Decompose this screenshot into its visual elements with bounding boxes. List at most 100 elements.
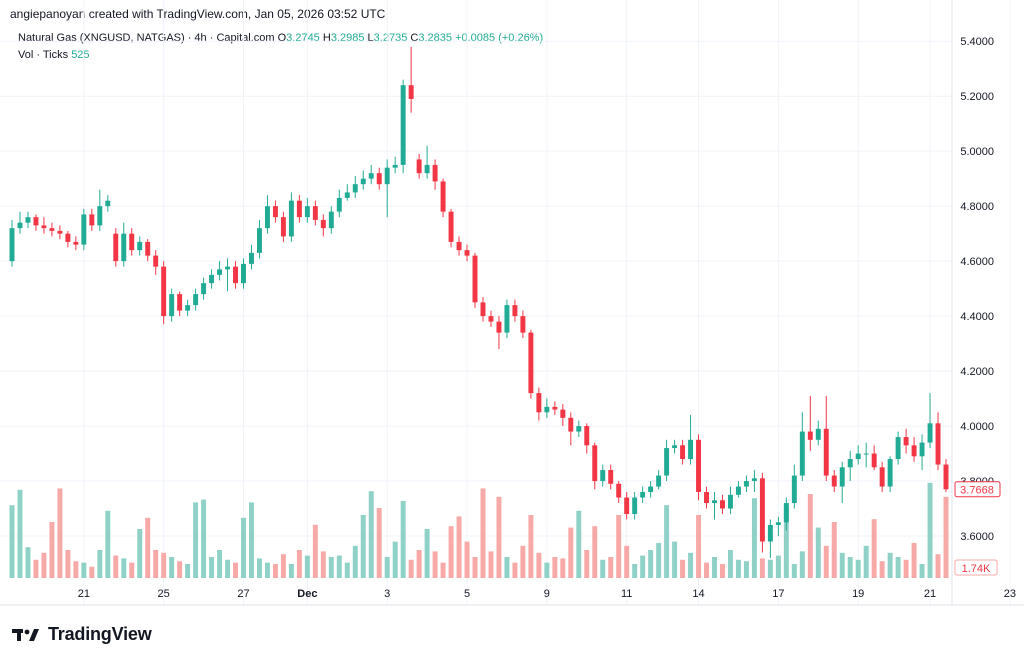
candle-body xyxy=(193,294,199,306)
candle-body xyxy=(256,228,262,253)
volume-bar xyxy=(440,562,446,578)
candle-body xyxy=(57,230,63,234)
volume-bar xyxy=(312,524,318,578)
candle-body xyxy=(640,492,646,498)
volume-bar xyxy=(113,555,119,578)
candle-body xyxy=(823,428,829,476)
candle-body xyxy=(408,85,414,99)
candle-body xyxy=(688,439,694,460)
candle-body xyxy=(672,445,678,449)
candle-body xyxy=(33,217,39,226)
candle-body xyxy=(25,217,31,223)
volume-bar xyxy=(65,550,71,578)
candle-body xyxy=(105,200,111,207)
volume-bar xyxy=(847,557,853,578)
candle-body xyxy=(855,453,861,460)
volume-bar xyxy=(145,517,151,578)
candles xyxy=(9,46,949,559)
candle-body xyxy=(767,525,773,542)
volume-bar xyxy=(727,550,733,578)
candle-body xyxy=(304,206,310,218)
candle-body xyxy=(783,503,789,523)
tradingview-brand[interactable]: TradingView xyxy=(12,624,152,645)
candle-body xyxy=(161,266,167,317)
candle-body xyxy=(288,200,294,237)
volume-bar xyxy=(97,550,103,578)
candle-body xyxy=(416,159,422,174)
volume-bar xyxy=(568,527,574,578)
candle-body xyxy=(448,211,454,242)
time-tick-label: 17 xyxy=(772,588,784,600)
candle-body xyxy=(735,486,741,495)
volume-bar xyxy=(584,550,590,578)
candle-body xyxy=(552,406,558,410)
candle-body xyxy=(233,266,238,284)
volume-bar xyxy=(911,543,917,578)
candle-body xyxy=(807,431,813,440)
volume-bar xyxy=(823,545,829,578)
time-axis[interactable]: 212527Dec3591114171921232530 xyxy=(78,588,1024,600)
volume-bar xyxy=(169,557,175,578)
candle-body xyxy=(919,442,925,457)
volume-bar xyxy=(927,482,933,578)
candle-body xyxy=(392,164,398,168)
volume-bar xyxy=(759,558,765,578)
volume-bar xyxy=(664,505,670,578)
time-tick-label: 3 xyxy=(384,588,390,600)
candle-body xyxy=(49,228,55,231)
price-tick-label: 4.8000 xyxy=(960,201,994,213)
price-tick-label: 5.4000 xyxy=(960,36,994,48)
candle-body xyxy=(799,431,805,476)
last-price-marker: 3.7668 xyxy=(954,481,1001,498)
volume-bar xyxy=(536,552,542,578)
candle-body xyxy=(344,192,350,198)
volume-bar xyxy=(241,517,246,578)
volume-bar xyxy=(560,558,566,578)
candle-body xyxy=(113,233,119,262)
candle-body xyxy=(352,184,358,193)
volume-bar xyxy=(161,552,167,578)
last-volume-marker: 1.74K xyxy=(954,559,998,576)
volume-label[interactable]: Vol · Ticks xyxy=(18,49,69,61)
volume-bar xyxy=(464,541,470,578)
candle-body xyxy=(400,85,406,165)
volume-bar xyxy=(472,557,478,578)
volume-bar xyxy=(831,522,837,578)
volume-bar xyxy=(368,491,374,578)
candle-body xyxy=(871,453,877,468)
volume-bar xyxy=(648,550,654,578)
volume-bar xyxy=(735,559,741,578)
candle-body xyxy=(9,228,15,262)
last-volume-label: 1.74K xyxy=(962,563,991,575)
candle-body xyxy=(129,233,135,251)
volume-bar xyxy=(592,526,598,578)
candle-body xyxy=(584,426,590,446)
volume-bar xyxy=(49,522,55,578)
candle-body xyxy=(935,423,941,465)
volume-bar xyxy=(416,550,422,578)
price-axis[interactable]: 5.4000 5.2000 5.0000 4.8000 4.6000 4.4000 4.20… xyxy=(960,36,994,543)
volume-bar xyxy=(352,545,358,578)
candle-body xyxy=(863,453,869,455)
candle-body xyxy=(225,266,231,270)
candle-body xyxy=(264,206,270,229)
volume-bar xyxy=(656,543,662,578)
candle-body xyxy=(576,426,582,432)
chart-credit-line: angiepanoyan created with TradingView.co… xyxy=(10,7,385,21)
close-label: C xyxy=(410,32,419,44)
volume-bar xyxy=(328,557,334,578)
candle-body xyxy=(464,250,470,256)
candlestick-chart[interactable]: 5.4000 5.2000 5.0000 4.8000 4.6000 4.4000 4.20… xyxy=(0,0,1024,620)
volume-bar xyxy=(855,559,861,578)
candle-body xyxy=(384,167,390,185)
volume-bar xyxy=(935,554,941,578)
volume-bar xyxy=(871,519,877,578)
volume-bar xyxy=(105,510,111,578)
volume-bar xyxy=(320,551,326,578)
candle-body xyxy=(41,225,47,229)
tradingview-logo-icon xyxy=(12,628,39,641)
volume-bar xyxy=(384,557,390,578)
candle-body xyxy=(360,178,366,185)
candle-body xyxy=(89,214,95,226)
volume-bar xyxy=(624,545,630,578)
